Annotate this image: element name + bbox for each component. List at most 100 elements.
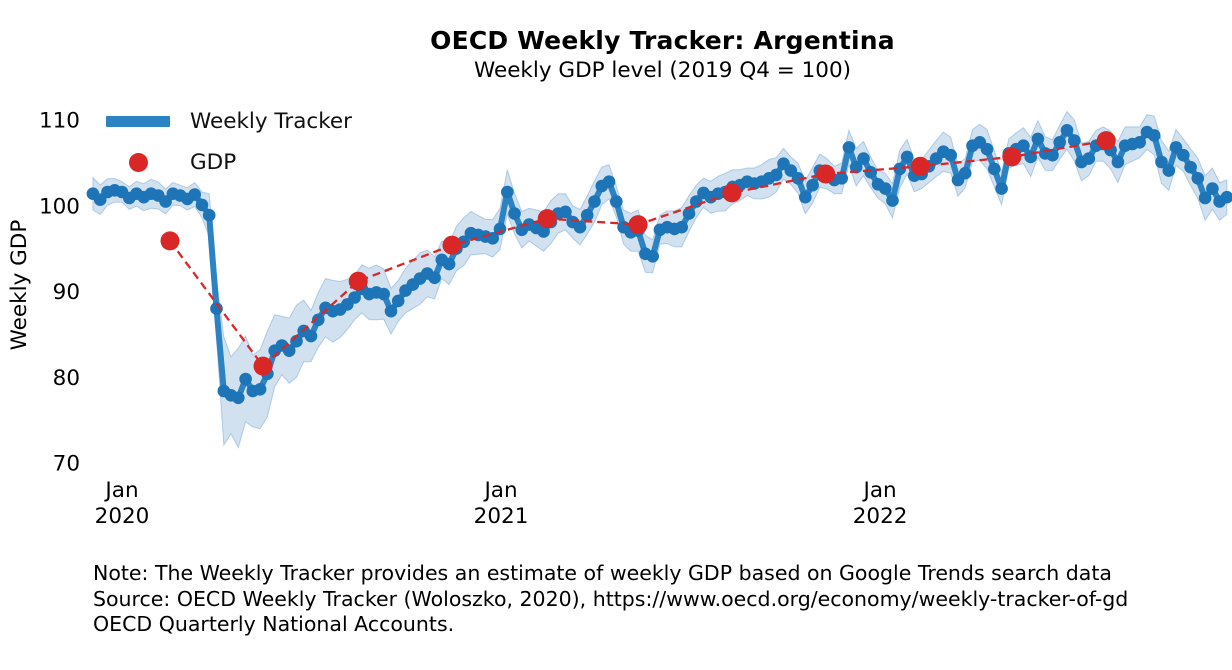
gdp-dot-icon	[106, 152, 170, 172]
weekly-tracker-point	[835, 172, 848, 185]
gdp-point	[537, 209, 557, 229]
legend-item-gdp: GDP	[106, 147, 352, 177]
page-title: OECD Weekly Tracker: Argentina	[430, 26, 895, 55]
weekly-tracker-point	[791, 172, 805, 185]
weekly-tracker-point	[1184, 160, 1197, 174]
weekly-tracker-point	[682, 207, 696, 220]
weekly-tracker-point	[1060, 124, 1074, 137]
weekly-tracker-point	[188, 188, 201, 201]
weekly-tracker-point	[886, 194, 899, 207]
weekly-tracker-point	[1198, 191, 1212, 205]
weekly-tracker-point	[253, 383, 267, 396]
x-tick-label: 2020	[95, 504, 150, 529]
weekly-tracker-point	[428, 271, 441, 285]
weekly-tracker-point	[995, 182, 1008, 195]
weekly-tracker-point	[195, 198, 209, 212]
y-tick-label: 110	[39, 109, 80, 134]
weekly-tracker-point	[1031, 132, 1045, 146]
weekly-tracker-point	[879, 182, 892, 195]
gdp-point	[348, 271, 368, 291]
weekly-tracker-point	[1155, 155, 1168, 169]
weekly-tracker-point	[282, 344, 296, 358]
weekly-tracker-point	[1053, 136, 1066, 149]
weekly-tracker-point	[1017, 139, 1030, 152]
weekly-tracker-point	[1111, 155, 1125, 169]
weekly-tracker-point	[377, 287, 391, 301]
weekly-tracker-point	[842, 141, 856, 154]
note-line-3: OECD Quarterly National Accounts.	[93, 612, 455, 636]
weekly-tracker-point	[980, 142, 994, 156]
x-tick-label: Jan	[862, 478, 897, 503]
weekly-tracker-point	[1046, 148, 1059, 162]
gdp-point	[253, 356, 273, 376]
weekly-tracker-point	[864, 166, 877, 179]
legend-dot-gdp	[128, 152, 148, 172]
weekly-tracker-point	[239, 372, 252, 386]
x-tick-label: 2021	[474, 504, 529, 529]
weekly-tracker-point	[384, 304, 398, 318]
page-subtitle: Weekly GDP level (2019 Q4 = 100)	[473, 58, 852, 83]
legend-label-gdp: GDP	[190, 149, 237, 175]
weekly-tracker-point	[769, 168, 783, 182]
x-tick-label: Jan	[482, 478, 517, 503]
weekly-tracker-swatch-icon	[106, 115, 170, 127]
weekly-tracker-point	[1191, 172, 1205, 185]
weekly-tracker-point	[893, 162, 907, 176]
weekly-tracker-point	[988, 162, 1001, 176]
weekly-tracker-point	[944, 148, 957, 162]
weekly-tracker-point	[1082, 152, 1096, 165]
weekly-tracker-point	[1177, 148, 1190, 162]
weekly-tracker-point	[1147, 129, 1161, 142]
weekly-tracker-point	[391, 294, 405, 308]
gdp-point	[442, 235, 462, 255]
y-tick-label: 100	[39, 194, 80, 219]
weekly-tracker-point	[508, 207, 521, 220]
weekly-tracker-point	[304, 329, 318, 343]
legend-label-weekly-tracker: Weekly Tracker	[190, 108, 352, 134]
gdp-point	[1096, 131, 1116, 151]
gdp-point	[628, 215, 648, 235]
y-axis-title: Weekly GDP	[7, 220, 32, 351]
weekly-tracker-point	[1068, 134, 1081, 147]
note-line-1: Note: The Weekly Tracker provides an est…	[93, 561, 1112, 585]
weekly-tracker-point	[799, 190, 812, 204]
gdp-point	[910, 156, 930, 176]
gdp-point	[160, 231, 180, 251]
weekly-tracker-point	[857, 152, 870, 165]
weekly-tracker-point	[646, 249, 659, 263]
weekly-tracker-point	[602, 175, 616, 188]
y-tick-label: 70	[53, 452, 80, 477]
weekly-tracker-point	[1220, 190, 1232, 204]
weekly-tracker-point	[675, 220, 688, 234]
weekly-tracker-point	[210, 302, 223, 315]
y-tick-label: 90	[53, 280, 80, 305]
weekly-tracker-point	[312, 313, 325, 327]
weekly-tracker-point	[559, 205, 572, 219]
weekly-tracker-point	[849, 160, 863, 174]
weekly-tracker-point	[501, 185, 514, 199]
weekly-tracker-point	[806, 178, 819, 192]
weekly-tracker-point	[588, 195, 601, 208]
weekly-tracker-point	[580, 208, 594, 222]
note-line-2: Source: OECD Weekly Tracker (Woloszko, 2…	[93, 586, 1129, 611]
weekly-tracker-point	[610, 195, 623, 208]
legend-swatch-tracker	[106, 115, 170, 127]
weekly-tracker-point	[442, 257, 456, 271]
gdp-point	[1002, 147, 1022, 167]
chart-notes: Note: The Weekly Tracker provides an est…	[93, 561, 1232, 638]
weekly-tracker-point	[348, 291, 361, 304]
weekly-tracker-point	[537, 225, 550, 238]
legend-item-weekly-tracker: Weekly Tracker	[106, 106, 352, 136]
x-tick-label: Jan	[103, 478, 138, 503]
gdp-point	[722, 183, 742, 203]
weekly-tracker-point	[958, 166, 972, 180]
weekly-tracker-point	[1133, 136, 1146, 149]
x-tick-label: 2022	[853, 504, 908, 529]
weekly-tracker-point	[573, 220, 587, 234]
gdp-point	[816, 164, 836, 184]
weekly-tracker-point	[202, 208, 216, 222]
y-tick-label: 80	[53, 366, 80, 391]
weekly-tracker-point	[1206, 182, 1219, 195]
weekly-tracker-point	[232, 391, 245, 405]
